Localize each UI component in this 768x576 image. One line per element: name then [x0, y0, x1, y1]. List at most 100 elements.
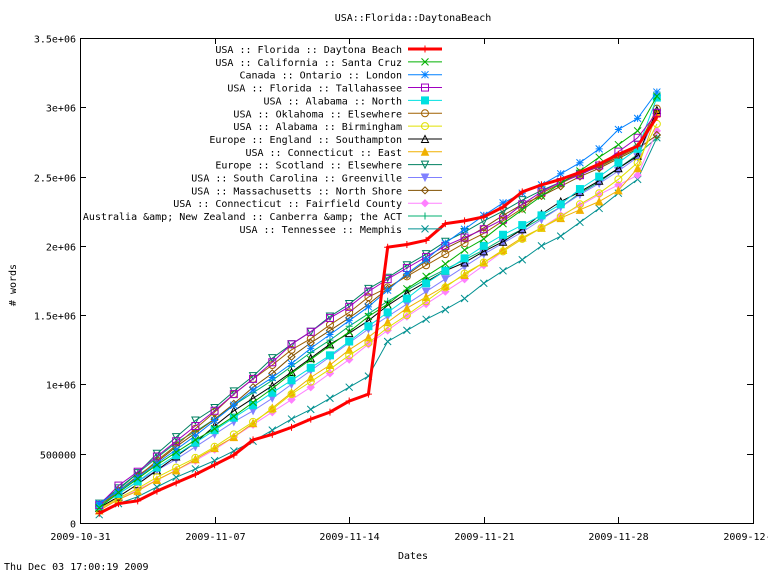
- data-point: [95, 503, 104, 512]
- data-point: [326, 330, 334, 339]
- data-point: [422, 255, 430, 264]
- plot-frame: [80, 38, 754, 524]
- data-point: [421, 96, 429, 105]
- data-point: [402, 311, 411, 320]
- data-point: [421, 122, 429, 131]
- data-point: [229, 413, 238, 422]
- data-point: [499, 230, 508, 239]
- data-point: [229, 401, 238, 410]
- data-point: [306, 363, 315, 372]
- data-point: [422, 297, 431, 306]
- data-point: [268, 358, 277, 367]
- data-point: [420, 134, 430, 143]
- data-point: [325, 365, 334, 374]
- data-point: [364, 338, 373, 347]
- series-line: [98, 137, 658, 516]
- data-point: [402, 294, 411, 303]
- data-point: [479, 229, 488, 238]
- data-point: [345, 337, 354, 346]
- data-point: [364, 322, 373, 331]
- data-point: [345, 302, 354, 311]
- data-point: [152, 473, 161, 482]
- data-point: [420, 198, 430, 208]
- data-point: [518, 234, 527, 243]
- data-point: [518, 188, 526, 196]
- data-point: [210, 424, 219, 433]
- data-point: [653, 88, 661, 96]
- data-point: [441, 275, 450, 284]
- data-point: [594, 176, 604, 185]
- data-point: [537, 242, 546, 250]
- y-tick-label: 3e+06: [46, 104, 76, 115]
- y-tick-label: 3.5e+06: [34, 35, 76, 46]
- data-point: [441, 220, 449, 228]
- data-point: [652, 104, 661, 113]
- x-tick-label: 2009-10-31: [50, 532, 110, 543]
- data-point: [383, 317, 392, 327]
- data-point: [460, 234, 469, 244]
- data-point: [420, 160, 430, 170]
- data-point: [479, 223, 489, 233]
- data-point: [499, 203, 507, 211]
- data-point: [653, 92, 661, 101]
- data-point: [134, 497, 142, 505]
- data-point: [114, 487, 123, 495]
- data-point: [364, 284, 373, 294]
- data-point: [210, 442, 219, 451]
- x-tick-label: 2009-11-28: [588, 532, 648, 543]
- legend-label: Europe :: England :: Southampton: [209, 135, 402, 146]
- data-point: [499, 199, 507, 207]
- legend-label: USA :: Massachusetts :: North Shore: [191, 186, 402, 197]
- data-point: [421, 70, 429, 79]
- data-point: [210, 416, 219, 425]
- x-tick-label: 2009-12-05: [723, 532, 768, 543]
- data-point: [576, 168, 584, 176]
- data-point: [325, 360, 335, 370]
- data-point: [364, 287, 373, 296]
- data-point: [287, 359, 296, 368]
- data-point: [441, 283, 450, 292]
- data-point: [172, 473, 180, 482]
- x-axis: 2009-10-31 2009-11-07 2009-11-14 2009-11-21…: [50, 38, 768, 543]
- data-point: [441, 260, 450, 268]
- data-point: [653, 113, 661, 121]
- data-point: [383, 308, 392, 317]
- data-point: [537, 223, 546, 232]
- data-point: [499, 219, 507, 228]
- data-point: [479, 235, 488, 243]
- data-point: [441, 305, 450, 314]
- data-point: [421, 45, 429, 53]
- data-point: [421, 83, 429, 92]
- data-point: [499, 266, 507, 275]
- data-point: [383, 323, 392, 332]
- series-1: [95, 113, 661, 517]
- data-point: [420, 147, 430, 156]
- legend-label: USA :: Connecticut :: Fairfield County: [173, 199, 402, 210]
- data-point: [595, 145, 604, 153]
- data-point: [306, 377, 315, 386]
- data-point: [633, 126, 642, 135]
- data-point: [403, 284, 411, 293]
- data-point: [172, 448, 180, 457]
- data-point: [518, 205, 527, 214]
- data-point: [614, 185, 623, 195]
- data-point: [634, 142, 642, 150]
- data-point: [614, 140, 623, 149]
- data-point: [441, 239, 450, 247]
- data-point: [114, 500, 122, 508]
- timestamp-footer: Thu Dec 03 17:00:19 2009: [4, 562, 149, 573]
- data-point: [460, 233, 469, 242]
- data-point: [153, 459, 161, 468]
- data-point: [326, 341, 334, 350]
- data-point: [556, 169, 565, 178]
- y-tick-label: 1.5e+06: [34, 312, 76, 323]
- data-point: [191, 471, 199, 478]
- data-point: [306, 355, 315, 364]
- data-point: [403, 326, 411, 335]
- data-point: [517, 224, 527, 234]
- data-point: [421, 109, 429, 118]
- data-point: [364, 293, 373, 302]
- data-point: [153, 487, 161, 495]
- chart-title: USA::Florida::DaytonaBeach: [335, 13, 492, 24]
- x-tick-label: 2009-11-14: [319, 532, 379, 543]
